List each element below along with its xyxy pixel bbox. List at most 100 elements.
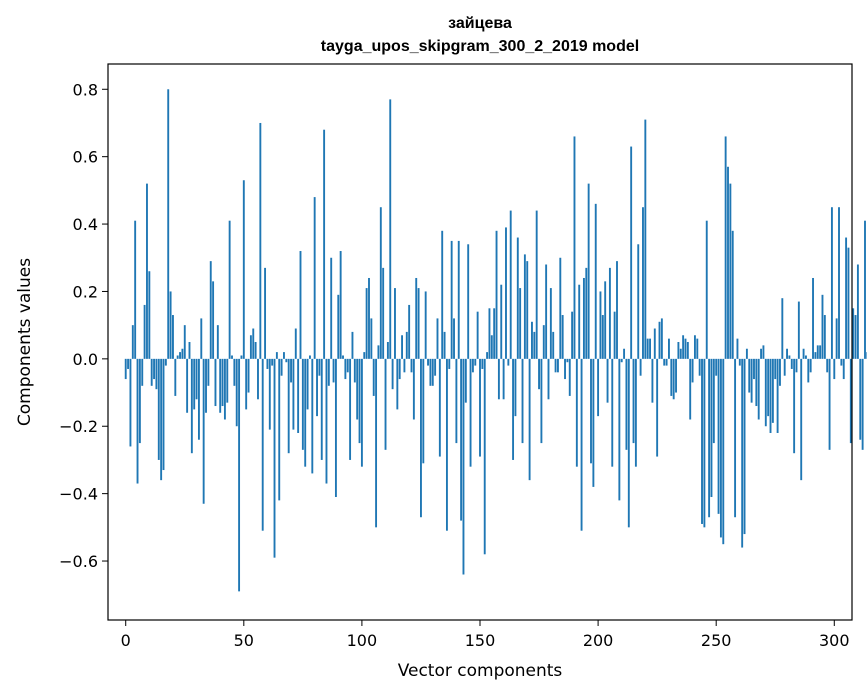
bar	[273, 358, 276, 558]
bar	[649, 338, 651, 359]
bar	[786, 348, 788, 359]
bar	[767, 358, 770, 417]
bar	[290, 358, 292, 383]
bar	[637, 244, 640, 359]
bar	[469, 358, 472, 467]
bar	[724, 136, 727, 359]
bar	[734, 358, 737, 518]
bar	[790, 358, 793, 369]
bar	[455, 358, 458, 444]
bar	[460, 358, 463, 521]
bar	[575, 358, 578, 467]
bar	[278, 358, 281, 501]
bar	[172, 315, 174, 359]
bar	[701, 358, 703, 524]
bar	[757, 358, 760, 420]
bar	[412, 358, 415, 420]
bar	[805, 355, 807, 359]
bar	[823, 315, 826, 359]
bar	[490, 335, 493, 359]
bar	[526, 261, 529, 359]
bar	[176, 355, 179, 359]
bar	[346, 358, 349, 373]
bar	[507, 358, 510, 366]
bar	[235, 358, 238, 427]
bar	[802, 348, 805, 359]
bar	[240, 355, 243, 359]
bar	[332, 358, 335, 383]
bar	[743, 358, 746, 535]
bar	[859, 358, 862, 440]
bar	[627, 358, 630, 528]
bar	[710, 358, 713, 498]
bar	[327, 358, 330, 386]
bar	[153, 358, 155, 380]
bar	[155, 358, 158, 390]
bar	[521, 358, 524, 444]
y-tick-label: 0.2	[73, 282, 98, 301]
bar	[852, 308, 855, 359]
bar	[531, 321, 533, 359]
bar	[599, 291, 602, 359]
y-tick-label: 0.6	[73, 148, 98, 167]
bar	[464, 358, 467, 403]
bar	[665, 358, 668, 366]
bar	[587, 183, 590, 359]
bar	[372, 358, 375, 396]
bar	[476, 311, 479, 359]
bar	[646, 338, 649, 359]
bar	[660, 318, 663, 359]
bar	[443, 331, 446, 359]
bar	[753, 358, 755, 380]
bar	[712, 358, 715, 444]
bar	[200, 318, 203, 359]
bar	[299, 251, 302, 359]
bar	[847, 247, 850, 359]
bar	[306, 358, 309, 410]
bar	[242, 180, 245, 359]
bar	[736, 338, 739, 359]
bar	[205, 358, 207, 413]
bar	[309, 355, 311, 359]
bar	[663, 358, 666, 366]
bar	[557, 358, 559, 373]
bar	[779, 358, 781, 386]
bar	[197, 358, 200, 440]
bar	[365, 288, 368, 359]
bar	[360, 358, 363, 467]
x-tick-label: 300	[819, 631, 850, 650]
bar	[854, 315, 857, 359]
bar	[623, 348, 626, 359]
bar	[164, 358, 167, 366]
bar	[337, 294, 340, 359]
bar	[394, 288, 396, 359]
bar	[238, 358, 241, 592]
bar	[266, 358, 269, 369]
bar	[417, 288, 420, 359]
bar	[514, 358, 517, 417]
bar	[471, 358, 474, 373]
bar	[528, 358, 531, 481]
bar	[760, 348, 763, 359]
bar	[705, 220, 708, 359]
bar	[783, 358, 786, 376]
bar	[441, 230, 444, 359]
bar	[488, 308, 491, 359]
bar	[566, 358, 569, 363]
bar	[285, 358, 288, 363]
bar	[552, 331, 555, 359]
bar	[188, 342, 191, 359]
bar	[136, 358, 139, 484]
bar	[486, 352, 489, 359]
bar	[202, 358, 205, 504]
bar	[254, 342, 257, 359]
bar	[313, 197, 316, 359]
bar	[351, 331, 354, 359]
bar	[420, 358, 422, 518]
bar	[209, 261, 212, 359]
bar	[431, 358, 434, 386]
bar	[190, 358, 193, 454]
bar	[368, 277, 370, 359]
bar	[207, 358, 210, 386]
